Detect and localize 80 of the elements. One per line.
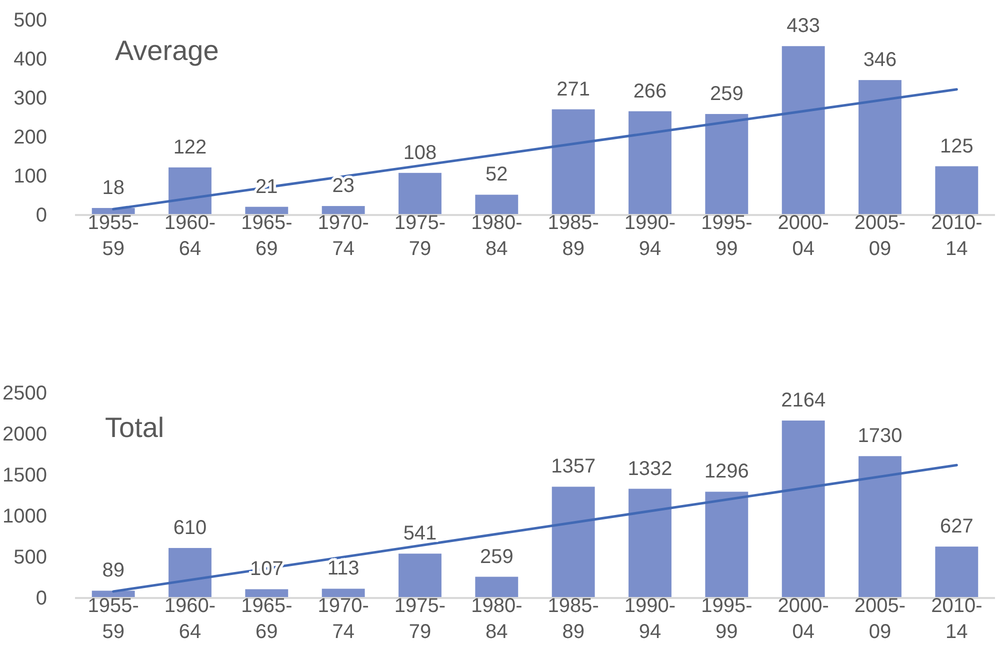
bar xyxy=(628,111,672,215)
x-tick-label: 1960-64 xyxy=(164,212,216,260)
x-tick-label: 1955-59 xyxy=(88,212,139,260)
x-tick-label: 1980-84 xyxy=(471,595,522,643)
y-tick-label: 500 xyxy=(14,546,47,568)
x-tick-label: 1990-94 xyxy=(624,212,676,260)
y-tick-label: 1500 xyxy=(2,464,47,486)
bar xyxy=(245,589,288,598)
x-tick-label: 2000-04 xyxy=(778,595,829,643)
data-label: 541 xyxy=(403,522,437,545)
data-label: 259 xyxy=(710,82,744,105)
data-label: 271 xyxy=(556,78,590,100)
x-tick-label: 1980-84 xyxy=(471,212,522,260)
bar xyxy=(782,420,825,598)
x-tick-label: 1975-79 xyxy=(394,212,446,260)
x-tick-label: 2005-09 xyxy=(854,212,906,260)
data-label: 125 xyxy=(940,135,974,158)
bar xyxy=(398,172,442,215)
x-tick-label: 2005-09 xyxy=(854,595,906,643)
x-tick-label: 2010-14 xyxy=(931,212,982,260)
bar xyxy=(322,588,365,598)
y-tick-label: 500 xyxy=(14,9,47,32)
data-label: 610 xyxy=(173,516,207,539)
data-label: 1730 xyxy=(858,425,902,448)
data-label: 627 xyxy=(940,516,974,538)
data-label: 108 xyxy=(403,142,437,164)
x-tick-label: 1975-79 xyxy=(394,595,446,643)
data-label: 18 xyxy=(102,176,124,199)
bar xyxy=(935,546,978,598)
data-label: 89 xyxy=(102,560,124,582)
y-tick-label: 400 xyxy=(14,48,47,70)
x-tick-label: 1985-89 xyxy=(548,595,599,643)
data-label: 1357 xyxy=(551,456,596,478)
bar xyxy=(168,167,212,215)
bar xyxy=(628,488,672,598)
bar xyxy=(475,194,518,215)
data-label: 266 xyxy=(633,80,667,102)
data-label: 346 xyxy=(863,49,897,72)
data-label: 1296 xyxy=(704,460,749,483)
x-tick-label: 1955-59 xyxy=(88,595,139,643)
text: Average xyxy=(115,35,219,66)
bar xyxy=(168,548,212,598)
bar xyxy=(475,576,518,598)
x-tick-label: 1970-74 xyxy=(318,595,369,643)
y-tick-label: 300 xyxy=(14,87,47,110)
bar xyxy=(705,492,748,598)
bar xyxy=(858,456,902,598)
bar xyxy=(782,46,825,215)
data-label: 259 xyxy=(480,546,514,568)
bar xyxy=(552,109,595,215)
y-tick-label: 0 xyxy=(36,587,47,610)
x-tick-label: 1985-89 xyxy=(548,212,599,260)
bar xyxy=(705,114,748,215)
data-label: 52 xyxy=(486,164,508,186)
x-tick-label: 1960-64 xyxy=(164,595,216,643)
bar xyxy=(858,80,902,215)
data-label: 2164 xyxy=(781,390,826,412)
x-tick-label: 2010-14 xyxy=(931,595,982,643)
y-tick-label: 100 xyxy=(14,165,47,188)
bar xyxy=(552,486,595,598)
x-tick-label: 2000-04 xyxy=(778,212,829,260)
bar xyxy=(398,554,442,598)
y-tick-label: 0 xyxy=(36,204,47,226)
y-tick-label: 2500 xyxy=(2,382,47,404)
bar xyxy=(935,166,978,215)
x-tick-label: 1995-99 xyxy=(701,595,752,643)
x-tick-label: 1965-69 xyxy=(241,595,292,643)
y-tick-label: 2000 xyxy=(2,423,47,446)
data-label: 1332 xyxy=(628,458,672,480)
data-label: 433 xyxy=(786,15,820,38)
y-tick-label: 200 xyxy=(14,126,47,148)
x-tick-label: 1970-74 xyxy=(318,212,369,260)
x-tick-label: 1995-99 xyxy=(701,212,752,260)
y-tick-label: 1000 xyxy=(2,505,47,528)
x-tick-label: 1965-69 xyxy=(241,212,292,260)
data-label: 113 xyxy=(327,558,360,580)
data-label: 23 xyxy=(332,175,354,198)
text: Total xyxy=(105,412,164,443)
x-tick-label: 1990-94 xyxy=(624,595,676,643)
data-label: 122 xyxy=(173,136,207,158)
